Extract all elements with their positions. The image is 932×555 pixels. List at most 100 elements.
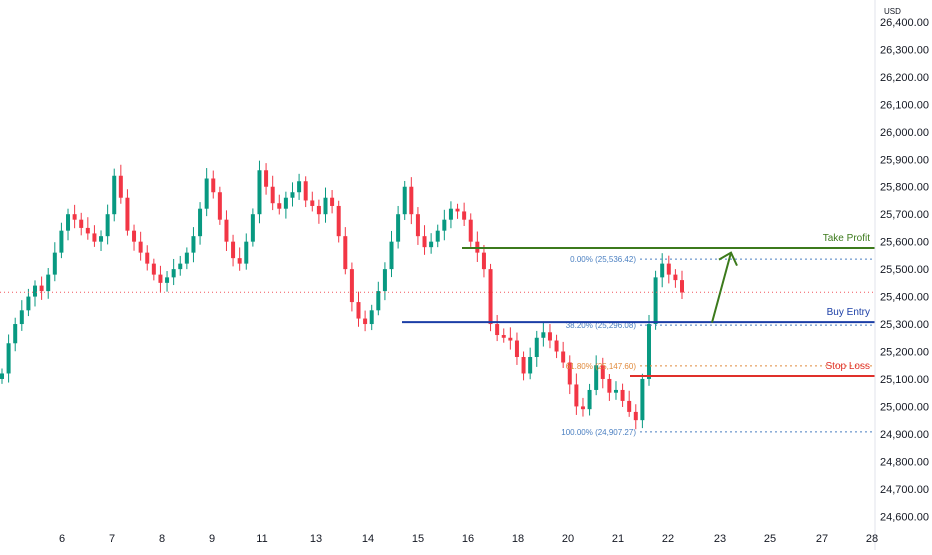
candle-body [673,274,678,281]
candle-body [521,356,526,374]
candle [270,175,275,211]
currency-label: USD [884,7,901,16]
candle-body [158,274,163,283]
candle [171,258,176,286]
candle [653,270,658,330]
y-tick-label: 25,400.00 [880,292,929,304]
candle [158,265,163,293]
x-tick-label: 18 [512,533,524,545]
candle [435,224,440,248]
candle [316,199,321,224]
candle [541,321,546,347]
candle [6,334,11,383]
candle-body [244,241,249,264]
candle [19,300,24,331]
fib-label: 0.00% (25,536.42) [570,255,636,264]
candle [389,230,394,278]
candle [574,373,579,415]
candle [455,203,460,219]
candle [250,208,255,247]
candle [264,163,269,195]
candle-body [547,332,552,341]
candle-body [389,241,394,270]
candle-body [343,236,348,270]
candle [528,347,533,380]
candle [627,390,632,417]
candle-body [607,378,612,393]
candle-body [151,263,156,275]
candle-body [488,269,493,325]
candle [92,225,97,247]
candle [231,234,236,267]
x-tick-label: 23 [714,533,726,545]
candle-body [495,324,500,336]
candle-body [646,324,651,379]
candle-body [422,236,427,248]
candle [680,270,684,300]
candle-body [290,192,295,198]
level-layer: 0.00% (25,536.42) 38.20% (25,296.08) 61.80… [0,233,932,437]
candle-body [270,186,275,204]
candle [402,180,407,220]
candle-body [224,219,229,242]
y-tick-label: 25,000.00 [880,401,929,413]
candle-body [72,214,77,220]
fib-label: 38.20% (25,296.08) [566,321,637,330]
candle [547,324,552,349]
x-tick-label: 27 [816,533,828,545]
candle [468,213,473,247]
candle-body [310,200,315,206]
candle-body [217,192,222,220]
candle [72,204,77,229]
candle-body [653,277,658,325]
candle [151,258,156,281]
candle [666,255,671,284]
candle [178,255,183,276]
x-tick-label: 6 [59,533,65,545]
x-tick-label: 14 [362,533,374,545]
candle [429,233,434,254]
candle-body [349,269,354,303]
candle-body [316,205,321,215]
candle-body [125,197,130,231]
x-tick-label: 7 [109,533,115,545]
candle-body [514,340,519,357]
candle [336,200,341,243]
candle-body [402,186,407,215]
candle [369,304,374,331]
y-tick-label: 24,800.00 [880,456,929,468]
candle [198,202,203,245]
candle-body [297,181,302,193]
candle-body [145,252,150,264]
candle [534,330,539,367]
candle [237,247,242,271]
candle [620,383,625,407]
candle-body [587,389,592,410]
candle-body [613,389,618,393]
candle-body [600,365,605,379]
candle-body [231,241,236,259]
y-tick-label: 25,800.00 [880,182,929,194]
x-tick-label: 9 [209,533,215,545]
candle-body [257,170,262,215]
candle-body [112,175,117,215]
candle [646,314,651,386]
x-tick-label: 8 [159,533,165,545]
candle [26,288,31,317]
candle-body [442,219,447,231]
candle-body [481,252,486,270]
candle [79,212,84,236]
y-tick-label: 26,300.00 [880,44,929,56]
candle-body [369,310,374,325]
candle-body [99,236,104,242]
x-tick-label: 21 [612,533,624,545]
candle-body [105,214,110,237]
candle-body [554,340,559,352]
candle [633,404,638,430]
candle [112,168,117,222]
candle-body [561,351,566,363]
candle-body [462,211,467,220]
candle [204,168,209,217]
candle-body [33,285,38,297]
